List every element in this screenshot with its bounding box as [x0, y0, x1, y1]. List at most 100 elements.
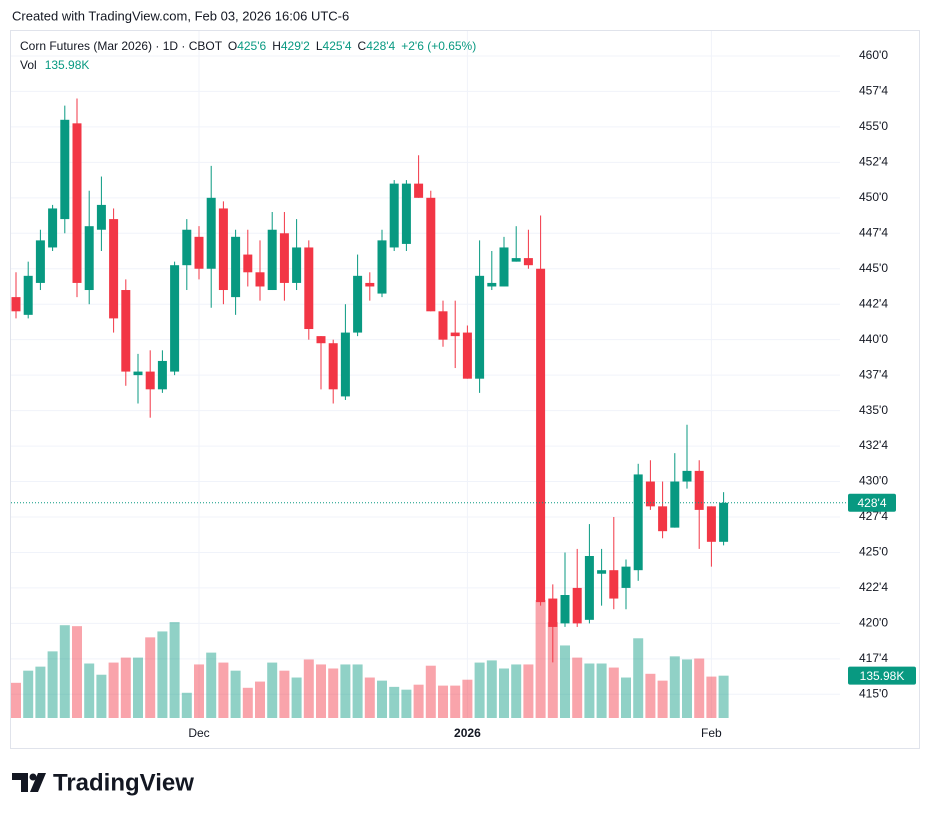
legend-key: C	[358, 39, 367, 53]
candle-body	[462, 332, 472, 379]
volume-bar	[145, 637, 156, 718]
y-tick-label: 457'4	[859, 84, 888, 98]
candle-body	[670, 481, 680, 528]
y-tick-label: 427'4	[859, 509, 888, 523]
y-tick-label: 435'0	[859, 403, 888, 417]
legend-title: Corn Futures (Mar 2026) · 1D · CBOT	[20, 39, 223, 53]
candle-body	[340, 332, 350, 397]
candle-body	[72, 123, 82, 283]
volume-bar	[474, 662, 485, 718]
volume-bar	[194, 664, 204, 718]
y-tick-label: 440'0	[859, 332, 888, 346]
candle-body	[48, 208, 58, 248]
volume-bar	[242, 687, 253, 718]
legend-key: L	[316, 39, 323, 53]
volume-bars	[11, 600, 729, 718]
volume-tag	[848, 666, 916, 685]
volume-bar	[535, 600, 546, 718]
candle-body	[133, 371, 143, 376]
candle-body	[84, 226, 94, 291]
volume-bar	[23, 670, 34, 718]
y-tick-label: 425'0	[859, 545, 888, 559]
y-tick-label: 420'0	[859, 616, 888, 630]
volume-bar	[572, 657, 583, 718]
volume-value: 135.98K	[45, 58, 90, 72]
candle-body	[438, 311, 448, 340]
candle-body	[377, 240, 387, 294]
y-tick-label: 417'4	[859, 651, 888, 665]
volume-bar	[682, 659, 692, 718]
volume-bar	[377, 680, 387, 718]
legend-value: 429'2	[281, 39, 310, 53]
volume-bar	[230, 670, 241, 718]
y-tick-label: 452'4	[859, 155, 888, 169]
x-tick-label: Feb	[701, 726, 722, 740]
candle-body	[633, 474, 643, 571]
y-tick-label: 442'4	[859, 296, 888, 310]
legend-value: 425'4	[323, 39, 352, 53]
volume-bar	[462, 679, 473, 718]
volume-bar	[657, 680, 668, 718]
volume-bar	[450, 685, 461, 718]
logo-mark	[29, 773, 37, 781]
volume-bar	[291, 677, 302, 718]
candle-body	[170, 265, 180, 372]
y-tick-label: 460'0	[859, 48, 888, 62]
last-price-tag	[848, 493, 896, 512]
candle-body	[365, 282, 375, 287]
volume-bar	[35, 666, 46, 718]
volume-bar	[352, 664, 363, 718]
volume-bar	[523, 664, 534, 718]
candle-body	[109, 219, 119, 319]
candle-body	[267, 229, 277, 291]
candle-body	[182, 229, 192, 266]
volume-bar	[47, 651, 58, 718]
logo-mark	[30, 773, 46, 792]
candle-body	[157, 360, 167, 390]
candle-body	[511, 258, 521, 262]
candle-body	[536, 268, 546, 603]
volume-bar	[401, 689, 412, 718]
volume-bar	[425, 665, 436, 718]
volume-bar	[413, 684, 424, 718]
candle-body	[231, 236, 241, 298]
candle-body	[304, 247, 314, 330]
x-tick-label: 2026	[454, 726, 481, 740]
volume-bar	[303, 659, 314, 718]
candle-body	[658, 506, 668, 532]
candle-body	[645, 481, 655, 507]
volume-legend: Vol 135.98K	[20, 58, 89, 72]
volume-bar	[499, 668, 509, 718]
volume-bar	[133, 657, 143, 718]
volume-bar	[279, 670, 290, 718]
header-text: Created with TradingView.com, Feb 03, 20…	[12, 8, 349, 23]
volume-bar	[206, 652, 217, 718]
last-price-label: 428'4	[858, 496, 887, 510]
candle-body	[487, 282, 497, 287]
candle-body	[23, 275, 33, 315]
y-tick-label: 445'0	[859, 261, 888, 275]
volume-bar	[218, 662, 229, 718]
volume-bar	[316, 664, 326, 718]
candle-body	[145, 371, 155, 390]
volume-bar	[267, 662, 278, 718]
volume-bar	[511, 664, 522, 718]
candle-body	[292, 247, 302, 283]
candle-body	[60, 119, 70, 220]
y-tick-label: 455'0	[859, 119, 888, 133]
candle-body	[389, 183, 399, 248]
volume-bar	[169, 622, 180, 718]
volume-bar	[669, 656, 680, 718]
volume-bar	[11, 682, 21, 718]
volume-bar	[718, 675, 729, 718]
candle-body	[621, 566, 631, 588]
legend-value: 428'4	[366, 39, 395, 53]
candle-body	[682, 470, 692, 482]
candle-body	[475, 275, 485, 379]
candle-body	[328, 343, 338, 390]
candle-body	[426, 197, 436, 312]
logo-mark	[12, 773, 28, 792]
volume-bar	[255, 681, 265, 718]
candle-body	[706, 506, 716, 542]
